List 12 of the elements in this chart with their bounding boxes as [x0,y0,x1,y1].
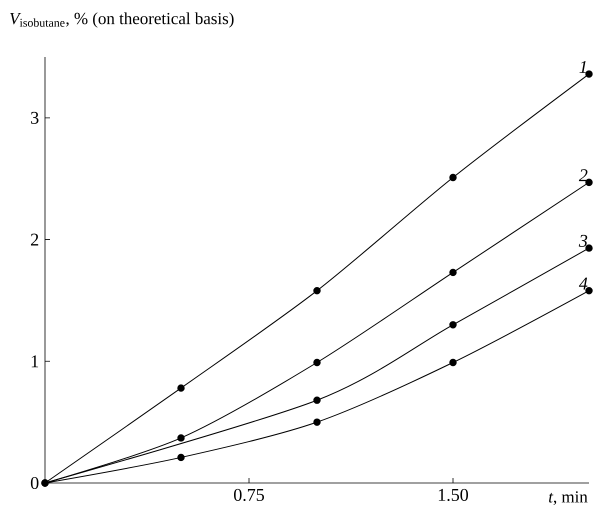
y-tick-label: 0 [30,476,38,490]
y-tick-label: 1 [32,355,38,368]
series-label: 2 [578,169,588,182]
y-tick-label: 3 [31,112,38,124]
x-tick-label: 1.50 [438,488,468,502]
x-tick-label: 0.75 [234,488,264,502]
y-tick-label: 2 [30,234,38,246]
series-label: 4 [578,278,588,290]
x-axis-title: t, min [549,491,588,506]
series-label: 1 [579,60,586,73]
series-label: 3 [578,234,588,247]
y-axis-title: $\text{\itshape V}_{\text{isobutane}}\text{, \% (on theoretical basis)}$ [10,12,234,28]
